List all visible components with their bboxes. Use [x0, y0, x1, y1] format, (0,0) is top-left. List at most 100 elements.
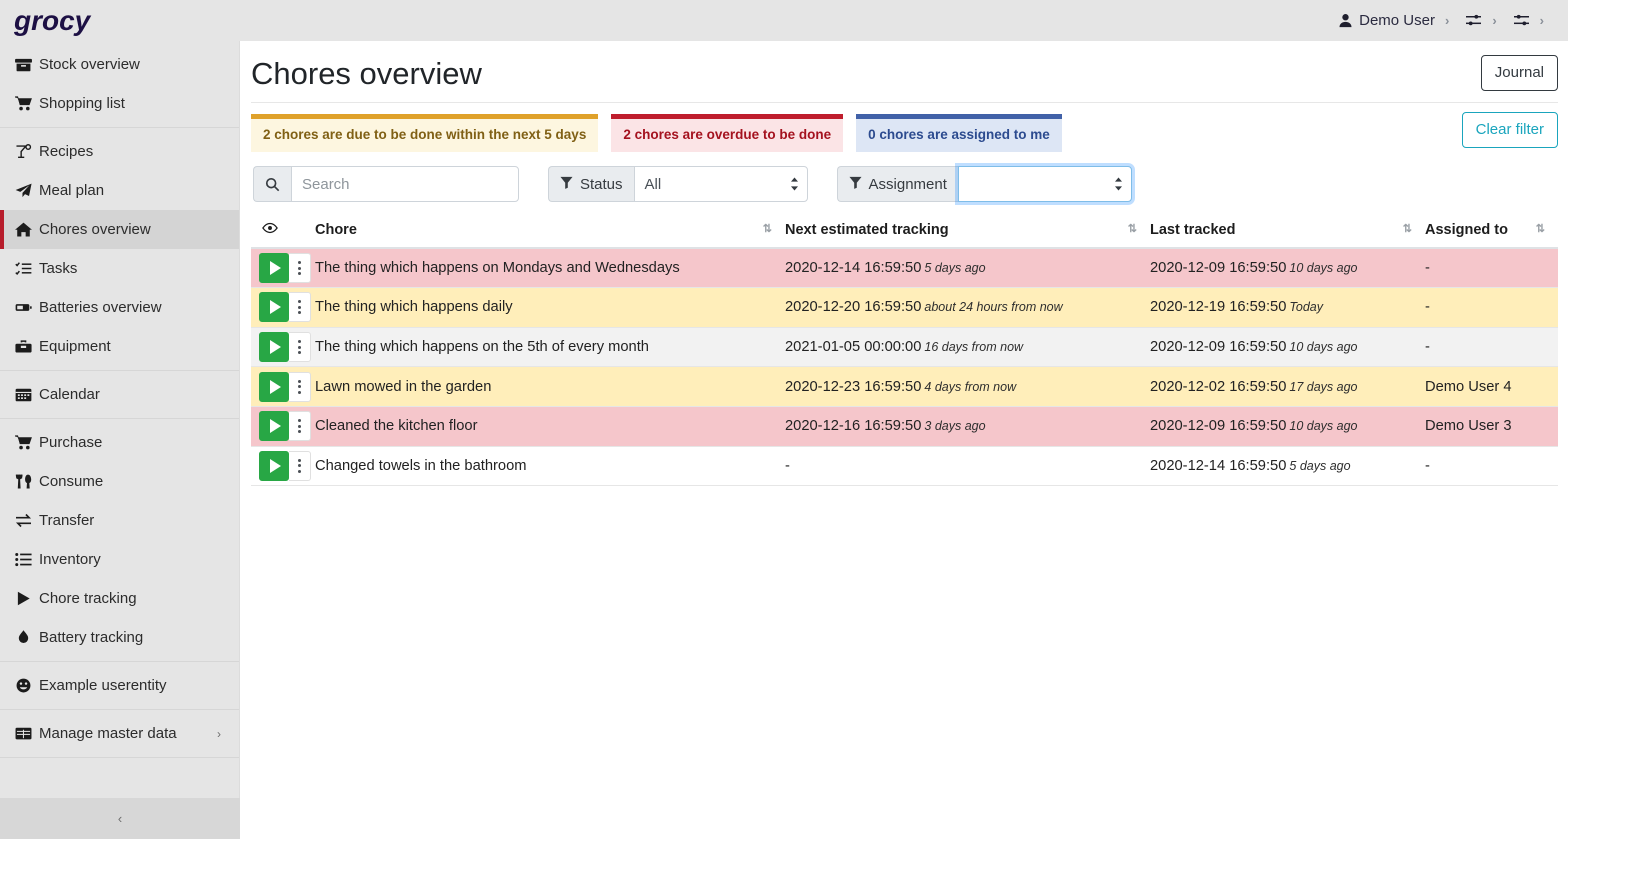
column-header-last-tracked[interactable]: Last tracked ⇅ — [1150, 214, 1425, 250]
row-menu-button[interactable] — [289, 411, 311, 442]
filter-bar: Status All — [251, 152, 1558, 214]
chores-table-body: The thing which happens on Mondays and W… — [251, 248, 1558, 487]
row-menu-button[interactable] — [289, 332, 311, 363]
cell-chore-name: Cleaned the kitchen floor — [315, 406, 785, 447]
sidebar-collapse-button[interactable]: ‹ — [0, 798, 240, 839]
eye-icon — [262, 222, 278, 238]
status-filter-select[interactable]: All — [633, 166, 808, 203]
journal-button[interactable]: Journal — [1480, 55, 1558, 91]
exchange-icon — [15, 513, 39, 528]
sort-icon: ⇅ — [762, 223, 772, 236]
cell-chore-name: Lawn mowed in the garden — [315, 366, 785, 407]
sidebar-item-label: Chore tracking — [39, 590, 137, 607]
status-card-overdue-label: 2 chores are overdue to be done — [623, 127, 832, 143]
assignment-filter-select[interactable] — [957, 166, 1132, 203]
status-card-due[interactable]: 2 chores are due to be done within the n… — [251, 114, 599, 153]
clear-filter-button[interactable]: Clear filter — [1461, 112, 1558, 148]
sidebar-item-label: Purchase — [39, 434, 103, 451]
row-menu-button[interactable] — [289, 371, 311, 402]
status-card-overdue[interactable]: 2 chores are overdue to be done — [611, 114, 844, 153]
sidebar-item-chore-tracking[interactable]: Chore tracking — [0, 579, 239, 618]
cell-next-estimated-tracking: - — [785, 446, 1150, 487]
sidebar-item-label: Calendar — [39, 386, 100, 403]
row-menu-button[interactable] — [289, 253, 311, 284]
kebab-dot — [298, 305, 301, 309]
table-header-row: Chore ⇅ Next estimated tracking ⇅ Last t… — [251, 214, 1558, 250]
cell-chore-name: The thing which happens on Mondays and W… — [315, 248, 785, 289]
tools-menu[interactable]: › — [1505, 0, 1552, 41]
sidebar-item-batteries-overview[interactable]: Batteries overview — [0, 288, 239, 327]
kebab-dot — [298, 311, 301, 315]
settings-menu[interactable]: › — [1457, 0, 1504, 41]
cell-next-estimated-tracking: 2020-12-20 16:59:50 about 24 hours from n… — [785, 287, 1150, 328]
page-title: Chores overview — [251, 56, 482, 91]
sidebar-item-stock-overview[interactable]: Stock overview — [0, 45, 239, 84]
status-card-assigned-label: 0 chores are assigned to me — [868, 127, 1050, 143]
column-header-next-estimated-tracking[interactable]: Next estimated tracking ⇅ — [785, 214, 1150, 250]
next-relative: 16 days from now — [924, 340, 1024, 355]
sidebar-item-recipes[interactable]: Recipes — [0, 132, 239, 171]
assignment-filter-group: Assignment — [836, 166, 1132, 203]
search-input[interactable] — [291, 166, 519, 203]
kebab-dot — [298, 379, 301, 383]
cell-assigned-to: - — [1425, 327, 1558, 368]
sidebar-item-label: Manage master data — [39, 725, 177, 742]
play-icon — [270, 300, 281, 315]
sidebar-item-equipment[interactable]: Equipment — [0, 327, 239, 366]
last-date: 2020-12-09 16:59:50 — [1150, 418, 1287, 435]
sidebar-item-transfer[interactable]: Transfer — [0, 501, 239, 540]
sidebar-item-example-userentity[interactable]: Example userentity — [0, 666, 239, 705]
cell-next-estimated-tracking: 2020-12-16 16:59:50 3 days ago — [785, 406, 1150, 447]
track-chore-button[interactable] — [259, 450, 289, 481]
row-menu-button[interactable] — [289, 292, 311, 323]
sidebar-item-battery-tracking[interactable]: Battery tracking — [0, 618, 239, 657]
brand-logo[interactable]: grocy — [0, 0, 240, 41]
sidebar-item-purchase[interactable]: Purchase — [0, 423, 239, 462]
status-filter-group: Status All — [548, 166, 808, 203]
status-card-assigned-to-me[interactable]: 0 chores are assigned to me — [856, 114, 1062, 153]
table-row: The thing which happens daily 2020-12-20 … — [251, 287, 1558, 328]
kebab-dot — [298, 340, 301, 344]
row-menu-button[interactable] — [289, 450, 311, 481]
sidebar-item-calendar[interactable]: Calendar — [0, 375, 239, 414]
column-header-visibility[interactable] — [251, 214, 315, 250]
column-header-assigned-to[interactable]: Assigned to ⇅ — [1425, 214, 1558, 250]
status-filter-addon: Status — [548, 166, 634, 203]
track-chore-button[interactable] — [259, 411, 289, 442]
sidebar-item-tasks[interactable]: Tasks — [0, 249, 239, 288]
track-chore-button[interactable] — [259, 292, 289, 323]
play-icon — [270, 419, 281, 434]
sidebar-item-inventory[interactable]: Inventory — [0, 540, 239, 579]
last-relative: 5 days ago — [1289, 458, 1351, 473]
table-row: The thing which happens on the 5th of ev… — [251, 327, 1558, 368]
sidebar-item-meal-plan[interactable]: Meal plan — [0, 171, 239, 210]
cell-last-tracked: 2020-12-14 16:59:50 5 days ago — [1150, 446, 1425, 487]
table-row: The thing which happens on Mondays and W… — [251, 248, 1558, 289]
user-menu-label: Demo User — [1359, 12, 1435, 29]
kebab-dot — [298, 430, 301, 434]
chevron-right-icon: › — [217, 726, 221, 741]
tasks-icon — [15, 261, 39, 276]
last-date: 2020-12-02 16:59:50 — [1150, 378, 1287, 395]
svg-text:grocy: grocy — [14, 6, 92, 36]
last-relative: Today — [1289, 300, 1323, 315]
status-cards: 2 chores are due to be done within the n… — [251, 103, 1558, 153]
sidebar-item-manage-master-data[interactable]: Manage master data › — [0, 714, 239, 753]
sidebar-item-label: Stock overview — [39, 56, 140, 73]
sidebar-group-0: Stock overview Shopping list — [0, 41, 239, 128]
row-actions-cell — [251, 406, 315, 447]
sidebar-item-shopping-list[interactable]: Shopping list — [0, 84, 239, 123]
column-header-assigned-label: Assigned to — [1425, 222, 1508, 239]
next-date: 2020-12-16 16:59:50 — [785, 418, 922, 435]
sidebar-item-label: Inventory — [39, 551, 101, 568]
column-header-chore[interactable]: Chore ⇅ — [315, 214, 785, 250]
user-menu[interactable]: Demo User › — [1330, 0, 1457, 41]
last-relative: 10 days ago — [1289, 419, 1358, 434]
sidebar-item-chores-overview[interactable]: Chores overview — [0, 210, 239, 249]
cell-assigned-to: Demo User 3 — [1425, 406, 1558, 447]
track-chore-button[interactable] — [259, 253, 289, 284]
sidebar-item-consume[interactable]: Consume — [0, 462, 239, 501]
sidebar-item-label: Chores overview — [39, 221, 151, 238]
track-chore-button[interactable] — [259, 371, 289, 402]
track-chore-button[interactable] — [259, 332, 289, 363]
